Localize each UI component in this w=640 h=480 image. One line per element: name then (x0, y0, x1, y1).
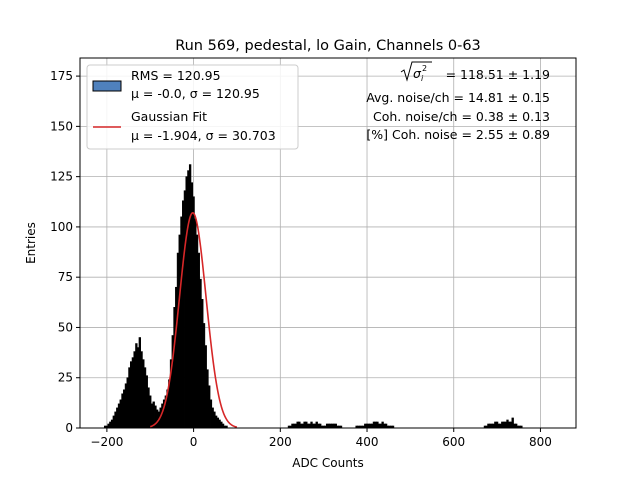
x-tick-label: 0 (190, 435, 198, 449)
y-tick-label: 100 (50, 220, 73, 234)
y-tick-label: 75 (58, 270, 73, 284)
noise-annotations: σ i 2 = 118.51 ± 1.19 Avg. noise/ch = 14… (366, 61, 550, 142)
y-tick-label: 150 (50, 119, 73, 133)
legend-histogram-stats: μ = -0.0, σ = 120.95 (131, 86, 260, 101)
annotation-sqrt-sigma: = 118.51 ± 1.19 (446, 67, 550, 82)
y-tick-label: 175 (50, 69, 73, 83)
annotation-avg-noise: Avg. noise/ch = 14.81 ± 0.15 (366, 90, 550, 105)
svg-text:2: 2 (422, 64, 427, 73)
legend-box (86, 64, 299, 150)
x-tick-label: 800 (529, 435, 552, 449)
histogram-bars (103, 164, 523, 429)
x-tick-label: 400 (356, 435, 379, 449)
y-axis-label: Entries (24, 222, 38, 264)
legend-histogram-swatch (92, 80, 122, 92)
legend-fit-label: Gaussian Fit (131, 109, 207, 124)
y-tick-label: 125 (50, 170, 73, 184)
gaussian-fit-curve (149, 212, 238, 428)
chart-title: Run 569, pedestal, lo Gain, Channels 0-6… (175, 38, 481, 54)
x-tick-label: 200 (269, 435, 292, 449)
svg-text:σ: σ (413, 66, 422, 81)
annotation-coh-noise-percent: [%] Coh. noise = 2.55 ± 0.89 (366, 127, 550, 142)
legend: RMS = 120.95 μ = -0.0, σ = 120.95 Gaussi… (86, 64, 299, 150)
x-tick-label: −200 (90, 435, 123, 449)
legend-fit-stats: μ = -1.904, σ = 30.703 (131, 128, 276, 143)
x-axis-label: ADC Counts (292, 456, 364, 470)
x-axis-ticks: −200 0 200 400 600 800 (90, 428, 552, 449)
sqrt-sigma-symbol: σ i 2 (400, 61, 432, 83)
plot-frame (79, 57, 577, 429)
y-tick-label: 0 (65, 421, 73, 435)
y-axis-ticks: 0 25 50 75 100 125 150 175 (50, 69, 80, 435)
y-tick-label: 25 (58, 371, 73, 385)
x-tick-label: 600 (442, 435, 465, 449)
y-tick-label: 50 (58, 320, 73, 334)
annotation-coh-noise: Coh. noise/ch = 0.38 ± 0.13 (373, 109, 550, 124)
legend-histogram-label: RMS = 120.95 (131, 68, 221, 83)
svg-text:i: i (421, 74, 424, 83)
